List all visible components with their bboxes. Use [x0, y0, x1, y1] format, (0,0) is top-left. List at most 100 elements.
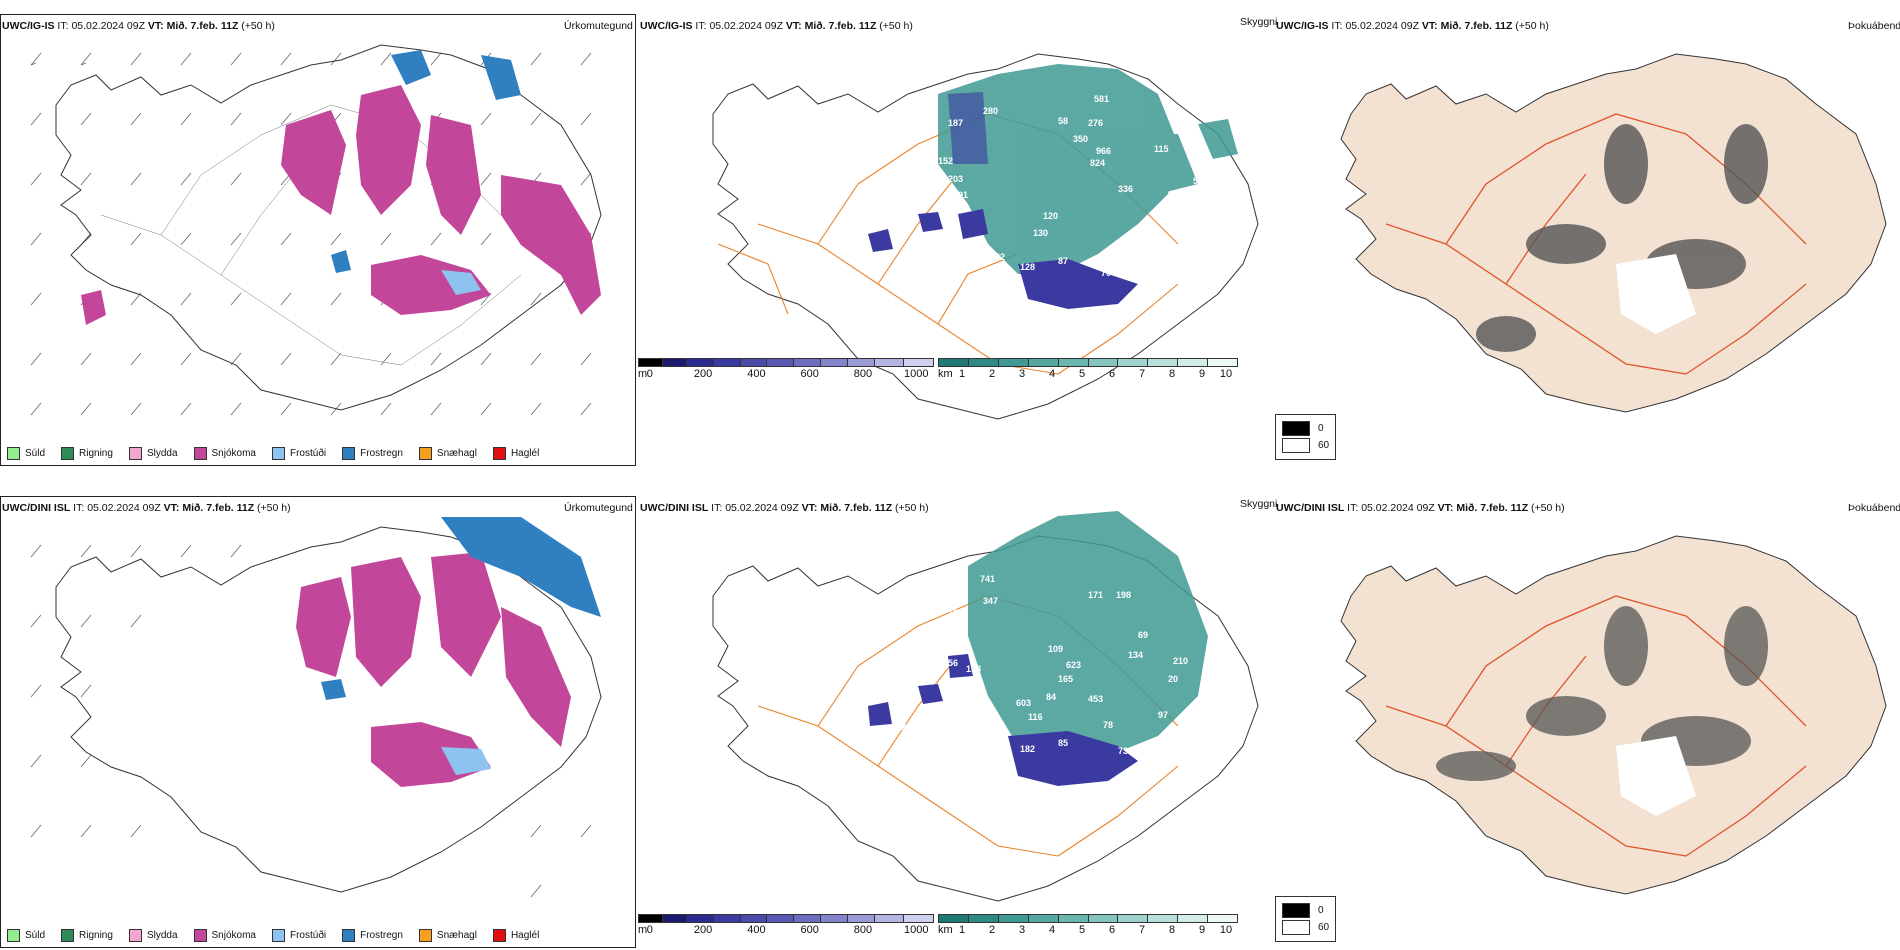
legend-swatch: [418, 447, 432, 460]
svg-text:533: 533: [1193, 176, 1208, 186]
panel-header: UWC/IG-IS IT: 05.02.2024 09Z VT: Mið. 7.…: [640, 20, 913, 32]
iceland-coastline: [55, 526, 602, 893]
svg-text:70: 70: [1101, 268, 1111, 278]
svg-text:117: 117: [934, 618, 949, 628]
cloud-base-areas: [868, 92, 1138, 309]
svg-text:85: 85: [1058, 738, 1068, 748]
fog-dark-areas: [1436, 606, 1768, 781]
legend-item: Rigning: [61, 447, 113, 460]
precip-type-panel-top: Súld Rigning Slydda Snjókoma Frostúði Fr…: [0, 14, 636, 466]
legend-item: Snjókoma: [193, 929, 256, 942]
svg-text:581: 581: [1094, 94, 1109, 104]
roads: [100, 104, 522, 366]
svg-text:276: 276: [1088, 118, 1103, 128]
wind-barbs: [30, 52, 592, 416]
precip-type-panel-bottom: Súld Rigning Slydda Snjókoma Frostúði Fr…: [0, 496, 636, 948]
panel-header: UWC/IG-IS IT: 05.02.2024 09Z VT: Mið. 7.…: [1276, 20, 1549, 32]
snow-areas: [81, 85, 601, 325]
legend-item: Haglél: [492, 929, 539, 942]
svg-text:120: 120: [1043, 211, 1058, 221]
visibility-scale: km 1 2 3 4 5 6 7 8 9 10: [938, 358, 1238, 381]
svg-text:20: 20: [1168, 674, 1178, 684]
panel-header: UWC/DINI ISL IT: 05.02.2024 09Z VT: Mið.…: [1276, 502, 1565, 514]
svg-text:91: 91: [958, 190, 968, 200]
cloud-height-colorbar: [638, 914, 934, 923]
roads: [1385, 595, 1807, 857]
svg-text:89: 89: [998, 728, 1008, 738]
fog-index-map-bottom: [1340, 535, 1887, 895]
panel-header: UWC/DINI ISL IT: 05.02.2024 09Z VT: Mið.…: [2, 502, 291, 514]
iceland-land: [1340, 535, 1887, 895]
iceland-coastline: [712, 53, 1259, 420]
legend-item: Frostúði: [271, 929, 326, 942]
cloud-height-ticks: m 0 200 400 600 800 1000: [638, 368, 929, 380]
svg-text:58: 58: [1058, 116, 1068, 126]
svg-text:203: 203: [948, 174, 963, 184]
precip-legend-bottom: Súld Rigning Slydda Snjókoma Frostúði Fr…: [7, 929, 539, 942]
svg-text:75: 75: [946, 250, 956, 260]
visibility-scale: km 1 2 3 4 5 6 7 8 9 10: [938, 914, 1238, 937]
svg-text:165: 165: [1058, 674, 1073, 684]
svg-text:82: 82: [896, 722, 906, 732]
svg-text:187: 187: [948, 118, 963, 128]
svg-text:87: 87: [1058, 256, 1068, 266]
visibility-labels: 581 280 187 58 276 350 966 824 115 152 2…: [908, 94, 1208, 278]
legend-swatch: [271, 447, 285, 460]
svg-text:134: 134: [1128, 650, 1143, 660]
legend-item: Snæhagl: [418, 929, 477, 942]
legend-item: Frostúði: [271, 447, 326, 460]
svg-text:130: 130: [1033, 228, 1048, 238]
iceland-coastline: [55, 44, 602, 411]
panel-header: UWC/DINI ISL IT: 05.02.2024 09Z VT: Mið.…: [640, 502, 929, 514]
cloud-height-scale: m 0 200 400 600 800 1000: [638, 358, 934, 381]
freezing-drizzle-areas: [441, 270, 481, 295]
svg-text:347: 347: [983, 596, 998, 606]
visibility-colorbar: [938, 914, 1238, 923]
visibility-map-bottom: 741 263 347 128 171 198 117 69 134 210 5…: [712, 511, 1259, 902]
precip-type-map-bottom: [30, 517, 602, 898]
svg-text:97: 97: [1158, 710, 1168, 720]
svg-text:603: 603: [1016, 698, 1031, 708]
visibility-panel-top: 581 280 187 58 276 350 966 824 115 152 2…: [638, 14, 1278, 466]
svg-text:198: 198: [1116, 590, 1131, 600]
svg-text:128: 128: [948, 608, 963, 618]
legend-swatch: [193, 447, 207, 460]
svg-text:263: 263: [940, 580, 955, 590]
svg-text:336: 336: [1118, 184, 1133, 194]
panel-type-label: Úrkomutegund: [564, 502, 633, 514]
panel-type-label: Skyggni: [1240, 16, 1278, 28]
svg-text:70: 70: [908, 246, 918, 256]
svg-text:84: 84: [1046, 692, 1056, 702]
svg-text:78: 78: [1103, 720, 1113, 730]
svg-text:210: 210: [1173, 656, 1188, 666]
legend-item: Slydda: [128, 929, 178, 942]
clear-areas: [1616, 254, 1696, 334]
freezing-drizzle-areas: [441, 747, 491, 775]
svg-text:82: 82: [995, 252, 1005, 262]
svg-text:203: 203: [1158, 216, 1173, 226]
visibility-panel-bottom: 741 263 347 128 171 198 117 69 134 210 5…: [638, 496, 1278, 948]
legend-item: Haglél: [492, 447, 539, 460]
svg-text:171: 171: [1088, 590, 1103, 600]
legend-item: Súld: [7, 447, 45, 460]
svg-text:115: 115: [1154, 144, 1169, 154]
svg-text:74: 74: [876, 744, 886, 754]
panel-type-label: Skyggni: [1240, 498, 1278, 510]
legend-swatch: [7, 447, 20, 460]
legend-item: Frostregn: [342, 447, 403, 460]
svg-text:56: 56: [948, 658, 958, 668]
legend-swatch: [342, 447, 356, 460]
panel-type-label: Þokuábendi: [1848, 20, 1900, 32]
svg-text:69: 69: [968, 238, 978, 248]
legend-item: Snæhagl: [418, 447, 477, 460]
visibility-ticks: km 1 2 3 4 5 6 7 8 9 10: [938, 924, 1233, 936]
legend-item: Rigning: [61, 929, 113, 942]
visibility-ticks: km 1 2 3 4 5 6 7 8 9 10: [938, 368, 1233, 380]
iceland-coastline: [712, 535, 1259, 902]
svg-text:152: 152: [938, 156, 953, 166]
svg-text:73: 73: [944, 724, 954, 734]
svg-text:138: 138: [966, 664, 981, 674]
svg-text:73: 73: [1118, 746, 1128, 756]
svg-text:623: 623: [1066, 660, 1081, 670]
freezing-rain-areas: [331, 50, 521, 273]
